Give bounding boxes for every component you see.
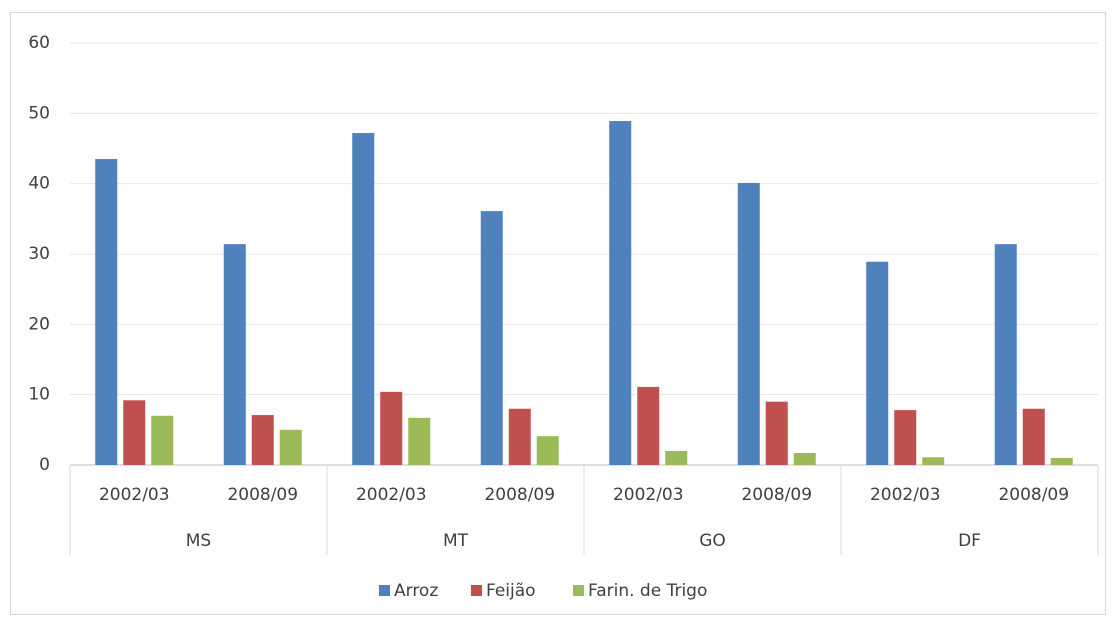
- bar: [123, 400, 146, 465]
- bar: [894, 410, 917, 465]
- bar: [223, 244, 246, 465]
- x-tick-label: 2002/03: [613, 485, 684, 505]
- y-tick-label: 20: [28, 314, 50, 334]
- bar: [251, 415, 274, 465]
- legend-label: Feijão: [486, 581, 536, 601]
- x-tick-label: 2008/09: [741, 485, 812, 505]
- legend-swatch: [471, 585, 482, 596]
- x-tick-label: 2008/09: [998, 485, 1069, 505]
- x-tick-label: 2002/03: [99, 485, 170, 505]
- legend-label: Farin. de Trigo: [588, 581, 707, 601]
- bar: [793, 453, 816, 465]
- chart-border: [10, 12, 1106, 615]
- bar: [665, 450, 688, 465]
- bar: [508, 408, 531, 465]
- bar: [765, 401, 788, 465]
- y-tick-label: 10: [28, 385, 50, 405]
- y-tick-label: 30: [28, 244, 50, 264]
- x-tick-label: 2002/03: [356, 485, 427, 505]
- legend-swatch: [379, 585, 390, 596]
- legend-label: Arroz: [394, 581, 438, 601]
- group-label: MS: [186, 531, 211, 551]
- bar: [609, 121, 632, 465]
- bar: [352, 133, 375, 465]
- x-tick-label: 2008/09: [484, 485, 555, 505]
- y-tick-label: 60: [28, 33, 50, 53]
- bar: [151, 415, 174, 465]
- bar: [380, 391, 403, 465]
- y-tick-label: 40: [28, 174, 50, 194]
- bar: [866, 261, 889, 465]
- group-label: MT: [443, 531, 469, 551]
- bar: [737, 182, 760, 466]
- y-tick-label: 0: [39, 455, 50, 475]
- group-label: DF: [958, 531, 981, 551]
- bar: [408, 417, 431, 465]
- x-tick-label: 2008/09: [227, 485, 298, 505]
- bar: [279, 429, 302, 465]
- bar: [536, 436, 559, 465]
- bar: [1022, 408, 1045, 465]
- legend-swatch: [573, 585, 584, 596]
- bar: [1050, 457, 1073, 465]
- bar: [95, 159, 118, 466]
- bar: [922, 457, 945, 465]
- group-label: GO: [699, 531, 726, 551]
- y-tick-label: 50: [28, 103, 50, 123]
- x-tick-label: 2002/03: [870, 485, 941, 505]
- bar: [994, 244, 1017, 465]
- bar: [480, 211, 503, 465]
- bar: [637, 386, 660, 465]
